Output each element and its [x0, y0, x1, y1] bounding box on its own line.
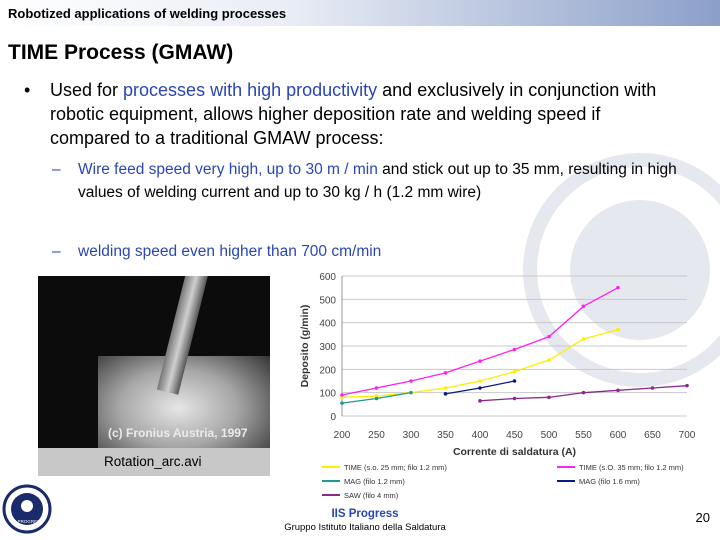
dash-icon: – [52, 161, 61, 178]
data-point [547, 334, 551, 339]
data-point [685, 383, 689, 388]
dash-icon: – [52, 243, 61, 260]
x-tick-label: 700 [679, 430, 696, 441]
bullet-prefix: Used for [50, 80, 124, 100]
legend-entry: TIME (s.O. 35 mm; filo 1.2 mm) [579, 463, 684, 472]
data-point [443, 371, 448, 375]
sub-item-highlight: Wire feed speed very high, up to 30 m / … [78, 161, 378, 178]
data-point [581, 337, 586, 341]
data-point [512, 347, 517, 352]
data-point [512, 369, 517, 374]
y-tick-label: 100 [319, 389, 336, 400]
x-tick-label: 650 [644, 430, 661, 441]
sub-item-highlight: welding speed even higher than 700 cm/mi… [78, 243, 382, 260]
series-line [341, 287, 619, 396]
data-point [616, 285, 620, 290]
data-point [374, 396, 379, 401]
data-point [581, 304, 586, 309]
y-tick-label: 300 [319, 342, 336, 353]
main-bullet: • Used for processes with high productiv… [24, 78, 678, 150]
logo-text: IIS PROGRESS [11, 519, 43, 524]
x-tick-label: 500 [541, 430, 558, 441]
data-point [547, 358, 551, 362]
data-point [443, 392, 448, 396]
data-point [478, 359, 482, 363]
data-point [340, 393, 344, 397]
data-point [478, 399, 482, 403]
x-tick-label: 200 [334, 430, 351, 441]
legend-entry: TIME (s.o. 25 mm; filo 1.2 mm) [344, 463, 447, 472]
y-tick-label: 600 [319, 272, 336, 283]
legend-entry: MAG (filo 1.6 mm) [579, 477, 640, 486]
video-player[interactable]: (c) Fronius Austria, 1997 Rotation_arc.a… [38, 276, 270, 476]
video-copyright: (c) Fronius Austria, 1997 [108, 426, 248, 440]
bullet-text: Used for processes with high productivit… [50, 78, 678, 150]
x-tick-label: 250 [368, 430, 385, 441]
data-point [512, 379, 517, 383]
data-point [512, 396, 517, 401]
data-point [478, 386, 482, 390]
header-bar [0, 0, 720, 26]
bullet-highlight: processes with high productivity [123, 80, 378, 100]
legend-entry: MAG (filo 1.2 mm) [344, 477, 405, 486]
footer-org: IIS Progress [0, 508, 720, 520]
video-frame[interactable]: (c) Fronius Austria, 1997 [38, 276, 270, 448]
y-tick-label: 200 [319, 365, 336, 376]
page-number: 20 [695, 510, 710, 525]
watermark-emblem [523, 153, 720, 387]
y-tick-label: 400 [319, 319, 336, 330]
x-tick-label: 550 [575, 430, 592, 441]
slide-title: TIME Process (GMAW) [8, 41, 234, 64]
data-point [409, 379, 413, 383]
bullet-dot-icon: • [24, 80, 31, 100]
data-point [478, 379, 482, 383]
deposition-chart: 0 100 200 300 400 500 600 200 250 300 350 400 450 500… [299, 272, 696, 500]
x-tick-label: 300 [403, 430, 420, 441]
x-tick-label: 400 [472, 430, 489, 441]
video-caption: Rotation_arc.avi [104, 454, 202, 469]
data-point [443, 386, 448, 390]
data-point [650, 386, 655, 390]
legend-entry: SAW (filo 4 mm) [344, 491, 399, 500]
data-point [374, 386, 379, 390]
data-point [547, 395, 551, 400]
x-axis-label: Corrente di saldatura (A) [453, 446, 576, 458]
iis-logo: IIS PROGRESS [2, 484, 52, 534]
data-point [616, 388, 620, 393]
header-title: Robotized applications of welding proces… [8, 6, 287, 21]
data-point [581, 390, 586, 395]
sub-item-rest: and stick out up to 35 mm, resulting in … [78, 161, 677, 201]
y-tick-label: 0 [330, 412, 336, 423]
data-point [340, 401, 344, 405]
bullet-rest: and exclusively in conjunction with robo… [50, 80, 657, 148]
footer-sub-text: Gruppo Istituto Italiano della Saldatura [284, 522, 446, 533]
x-tick-label: 600 [610, 430, 627, 441]
footer-org-text: IIS Progress [331, 508, 399, 520]
sub-item-wire-feed: – Wire feed speed very high, up to 30 m … [52, 158, 692, 204]
footer-subtitle: Gruppo Istituto Italiano della Saldatura [0, 522, 720, 533]
data-point [616, 327, 620, 332]
sub-item-welding-speed: – welding speed even higher than 700 cm/… [52, 240, 692, 263]
x-tick-label: 350 [437, 430, 454, 441]
data-point [409, 390, 413, 395]
y-tick-label: 500 [319, 295, 336, 306]
x-tick-label: 450 [506, 430, 523, 441]
y-axis-label: Deposito (g/min) [299, 305, 311, 388]
